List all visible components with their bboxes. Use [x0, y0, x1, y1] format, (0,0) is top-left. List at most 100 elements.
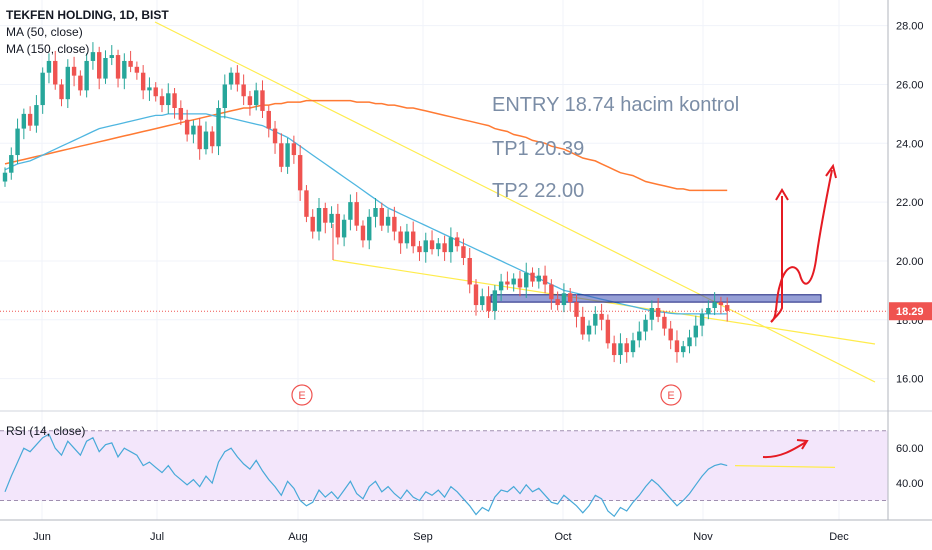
candle-body: [65, 66, 70, 100]
candle-body: [674, 340, 680, 353]
candle: [498, 273, 504, 301]
entry-zone-box: [490, 294, 822, 303]
candle: [291, 135, 297, 164]
candle-body: [46, 60, 52, 73]
candle-body: [662, 316, 667, 329]
candle: [2, 167, 8, 187]
candle-body: [254, 90, 259, 106]
ma150-legend[interactable]: MA (150, close): [6, 42, 90, 56]
candle-body: [172, 93, 177, 108]
candle-body: [348, 202, 353, 220]
candle-body: [316, 208, 322, 232]
candle-body: [285, 143, 290, 167]
candle: [316, 198, 322, 241]
candle-body: [260, 90, 265, 111]
candle: [367, 209, 372, 250]
candle: [360, 220, 366, 248]
candle-body: [687, 337, 692, 347]
candle: [630, 332, 636, 358]
y-tick-label: 24.00: [896, 138, 924, 150]
candle: [78, 70, 83, 96]
rsi-label[interactable]: RSI (14, close): [6, 424, 86, 438]
candle: [329, 206, 334, 228]
candle-body: [611, 343, 617, 356]
candle-body: [228, 72, 234, 85]
moving-averages: [4, 99, 728, 315]
candle: [404, 223, 410, 249]
candle: [649, 300, 655, 331]
candle-body: [486, 296, 491, 311]
candle: [530, 267, 535, 287]
rsi-panel: [0, 410, 932, 518]
candle-body: [329, 213, 334, 223]
candle-body: [203, 131, 209, 150]
candle: [643, 314, 648, 341]
entry-zone: [0, 294, 888, 312]
candle: [555, 291, 560, 311]
candle-body: [599, 313, 604, 320]
candle-body: [134, 66, 140, 73]
candle: [574, 294, 579, 328]
last-price-tag: 18.29: [889, 302, 932, 321]
candle: [706, 300, 711, 320]
candle: [473, 279, 479, 316]
candle-body: [153, 87, 158, 97]
candle-body: [78, 75, 83, 91]
candle-body: [367, 216, 372, 241]
x-tick-label: Dec: [829, 531, 849, 543]
x-tick-label: Nov: [693, 531, 713, 543]
candle: [411, 221, 416, 254]
candle-body: [9, 155, 14, 173]
candle-body: [524, 272, 529, 288]
candle: [392, 206, 397, 241]
candle-body: [178, 108, 184, 120]
candle-body: [279, 143, 284, 167]
candle: [668, 320, 673, 350]
candle-body: [310, 216, 315, 232]
candle: [21, 108, 27, 140]
candle: [624, 338, 629, 363]
ma50-legend[interactable]: MA (50, close): [6, 25, 83, 39]
candle-body: [122, 60, 127, 79]
candle-body: [517, 278, 523, 288]
candle: [599, 303, 604, 331]
candle: [693, 315, 698, 347]
candle: [323, 202, 328, 234]
candle: [297, 145, 303, 201]
candle: [611, 335, 617, 363]
symbol-title[interactable]: TEKFEN HOLDING, 1D, BIST: [6, 8, 169, 22]
candle: [423, 232, 428, 263]
candle: [304, 185, 309, 223]
candle: [335, 203, 341, 245]
candle: [128, 50, 133, 73]
candles: [2, 42, 730, 364]
candle-body: [90, 52, 96, 61]
candle-body: [461, 246, 466, 258]
candle-body: [618, 343, 623, 356]
candle-body: [706, 308, 711, 314]
annotations: ENTRY 18.74 hacim kontrol TP1 20.39 TP2 22…: [291, 94, 837, 406]
candle: [687, 329, 692, 354]
candle-body: [725, 305, 730, 311]
candle-body: [436, 243, 441, 250]
rsi-trendline: [734, 465, 836, 468]
candle-body: [467, 258, 472, 285]
candle: [517, 270, 523, 297]
candle: [429, 230, 435, 255]
candle-body: [718, 302, 724, 306]
candle-body: [59, 84, 64, 100]
candle: [655, 298, 661, 323]
candle: [310, 209, 315, 239]
candle-body: [335, 213, 341, 238]
x-tick-label: Aug: [288, 531, 308, 543]
candle-body: [147, 87, 152, 91]
candle: [222, 74, 227, 119]
candle-body: [360, 225, 366, 241]
candle-body: [498, 281, 504, 291]
candle-body: [210, 131, 215, 147]
earnings-marker: E: [660, 384, 682, 406]
candle: [15, 118, 20, 164]
candle: [235, 65, 240, 92]
candle: [699, 308, 705, 337]
